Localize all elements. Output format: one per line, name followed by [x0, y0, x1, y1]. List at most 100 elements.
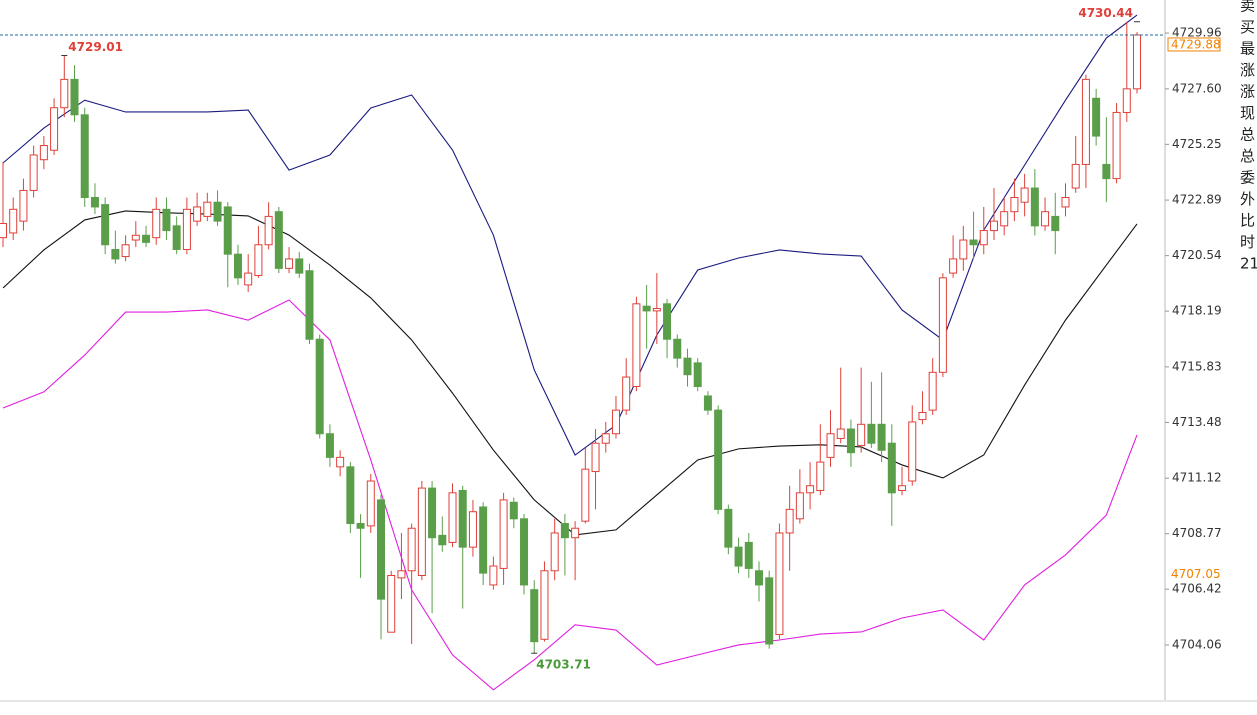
candle-body — [1092, 97, 1101, 137]
candle-body — [377, 499, 385, 600]
y-tick-label: 4729.96 — [1172, 26, 1222, 40]
candle-body — [162, 208, 171, 232]
candle-body — [489, 565, 498, 586]
candle-body — [887, 442, 896, 494]
candle-body — [755, 570, 763, 586]
candle-body — [724, 508, 733, 548]
extreme-label: 4729.01 — [68, 40, 123, 54]
candle-body — [693, 362, 702, 388]
candle-body — [19, 189, 28, 222]
candle-body — [1081, 78, 1090, 165]
side-label: 比 — [1240, 212, 1255, 230]
y-tick-label: 4708.77 — [1172, 526, 1222, 540]
candle-body — [131, 234, 140, 241]
y-tick-label: 4727.60 — [1172, 81, 1222, 95]
candle-body — [39, 145, 48, 161]
candle-body — [417, 487, 426, 576]
y-tick-label: 4715.83 — [1172, 359, 1222, 373]
candle-body — [989, 220, 998, 232]
candle-body — [734, 546, 743, 567]
candle-body — [969, 239, 978, 246]
candle-body — [877, 423, 886, 451]
candle-body — [387, 574, 396, 633]
candle-body — [448, 492, 457, 543]
candle-body — [479, 506, 488, 574]
candle-body — [152, 208, 161, 239]
candle-body — [1041, 211, 1050, 227]
price-label: 4707.05 — [1171, 567, 1221, 581]
side-label: 买 — [1240, 18, 1255, 36]
side-label: 最 — [1240, 40, 1255, 58]
candle-body — [959, 239, 968, 260]
candle-body — [928, 371, 937, 411]
candle-body — [499, 499, 508, 569]
candle-body — [846, 428, 855, 454]
side-label: 现 — [1240, 104, 1255, 122]
candle-body — [898, 485, 907, 491]
candle-body — [407, 527, 416, 572]
candle-body — [795, 492, 804, 520]
candle-body — [1000, 211, 1009, 227]
candle-body — [918, 411, 927, 421]
candle-body — [622, 376, 631, 411]
side-label: 时 — [1240, 233, 1255, 251]
candle-body — [101, 204, 110, 246]
candle-body — [366, 480, 375, 527]
y-tick-label: 4718.19 — [1172, 304, 1222, 318]
candle-body — [530, 589, 539, 643]
candle-body — [806, 485, 815, 494]
candle-body — [203, 201, 212, 217]
extreme-label: 4730.44 — [1078, 6, 1133, 20]
candle-body — [468, 511, 477, 548]
candle-body — [121, 244, 130, 258]
candle-body — [520, 518, 529, 586]
side-label: 涨 — [1240, 61, 1255, 79]
candle-body — [325, 433, 334, 458]
candle-body — [765, 577, 774, 645]
candle-body — [744, 541, 753, 569]
candle-body — [111, 248, 120, 260]
candle-body — [233, 253, 242, 279]
candle-body — [1071, 163, 1080, 189]
band-line — [2, 299, 1138, 691]
candle-body — [172, 225, 181, 250]
candle-body — [29, 154, 38, 191]
candle-body — [581, 468, 590, 522]
y-tick-label: 4722.89 — [1172, 193, 1222, 207]
band-line — [2, 14, 1138, 456]
candle-body — [295, 258, 304, 274]
side-label: 委 — [1240, 169, 1255, 187]
candle-body — [254, 244, 263, 276]
candle-body — [285, 258, 294, 269]
candle-body — [1133, 34, 1141, 90]
y-tick-label: 4706.42 — [1172, 582, 1222, 596]
candle-body — [632, 303, 641, 388]
candle-body — [274, 211, 283, 269]
candle-body — [1051, 215, 1060, 232]
candle-body — [213, 201, 222, 222]
candle-body — [244, 272, 253, 286]
candle-body — [428, 487, 437, 539]
candle-body — [979, 230, 988, 246]
candle-body — [305, 270, 314, 340]
candle-body — [601, 433, 610, 444]
candle-body — [509, 501, 518, 520]
candle-body — [0, 222, 7, 239]
candle-body — [867, 423, 876, 444]
candle-body — [908, 421, 917, 482]
y-tick-label: 4704.06 — [1172, 637, 1222, 651]
candle-body — [50, 107, 59, 151]
price-box — [1167, 37, 1221, 52]
candle-body — [80, 114, 89, 199]
price-label: 4729.88 — [1171, 37, 1221, 51]
candle-body — [642, 305, 651, 312]
candle-body — [223, 206, 232, 255]
candle-body — [1020, 187, 1029, 203]
candle-body — [663, 303, 672, 340]
candle-body — [90, 197, 99, 208]
side-label: 21 — [1240, 255, 1257, 273]
candle-body — [1112, 111, 1121, 180]
candle-body — [356, 523, 365, 529]
candle-body — [703, 395, 712, 411]
